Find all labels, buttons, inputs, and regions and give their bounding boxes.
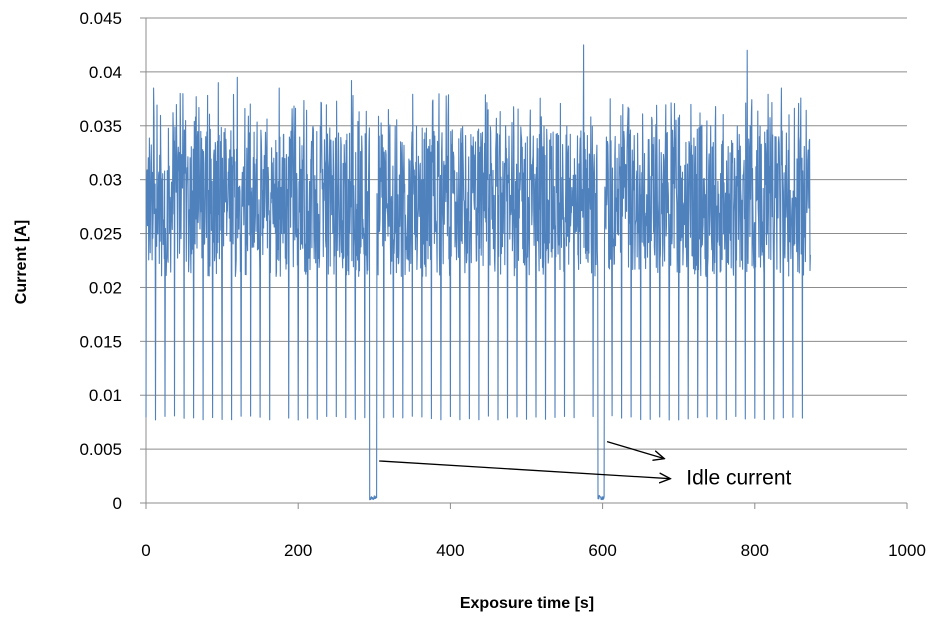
x-tick-label: 0 [141, 541, 150, 560]
y-axis-title: Current [A] [13, 220, 30, 304]
axes [140, 18, 907, 509]
x-tick-label: 600 [588, 541, 616, 560]
y-tick-label: 0.005 [79, 440, 122, 459]
y-tick-label: 0.04 [89, 63, 122, 82]
y-tick-label: 0.025 [79, 225, 122, 244]
y-tick-label: 0.01 [89, 386, 122, 405]
y-tick-label: 0.03 [89, 171, 122, 190]
x-tick-label: 1000 [888, 541, 926, 560]
series-current [146, 45, 810, 500]
y-tick-label: 0.035 [79, 117, 122, 136]
current-series-line [146, 45, 810, 500]
annotation-arrow [379, 461, 670, 479]
x-tick-label: 200 [284, 541, 312, 560]
y-tick-label: 0 [113, 494, 122, 513]
idle-current-annotation: Idle current [686, 467, 791, 490]
x-axis-title: Exposure time [s] [460, 595, 594, 612]
y-tick-label: 0.045 [79, 9, 122, 28]
x-tick-label: 400 [436, 541, 464, 560]
tick-labels: 0 0.005 0.01 0.015 0.02 0.025 0.03 0.035 0.04 0.0… [79, 9, 925, 560]
y-tick-label: 0.02 [89, 278, 122, 297]
x-tick-label: 800 [741, 541, 769, 560]
annotation-arrow [607, 442, 664, 459]
y-tick-label: 0.015 [79, 332, 122, 351]
